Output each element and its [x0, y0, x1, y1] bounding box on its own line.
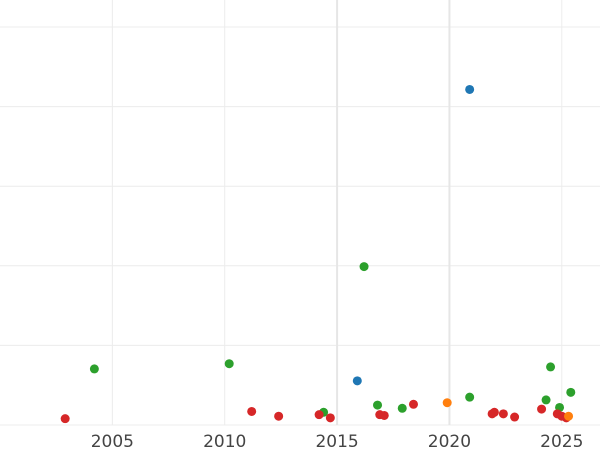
data-point: [537, 404, 547, 414]
data-point: [379, 410, 389, 420]
data-point: [60, 414, 70, 424]
data-point: [325, 413, 335, 423]
data-point: [274, 411, 284, 421]
data-point: [546, 362, 556, 372]
data-point: [89, 364, 99, 374]
x-tick-label: 2025: [540, 432, 583, 450]
data-point: [359, 262, 369, 272]
grid: [0, 0, 600, 426]
data-point: [566, 387, 576, 397]
data-point: [373, 400, 383, 410]
data-point: [510, 412, 520, 422]
data-point: [442, 398, 452, 408]
data-point: [247, 406, 257, 416]
data-point: [465, 84, 475, 94]
x-tick-label: 2010: [203, 432, 246, 450]
x-axis-ticks: 2005 2010 2015 2020 2025: [91, 432, 584, 450]
x-tick-label: 2015: [315, 432, 358, 450]
data-point: [397, 403, 407, 413]
x-tick-label: 2020: [428, 432, 471, 450]
data-point: [352, 376, 362, 386]
data-point: [498, 409, 508, 419]
data-point: [465, 392, 475, 402]
x-tick-label: 2005: [91, 432, 134, 450]
data-points: [60, 84, 576, 424]
data-point: [541, 395, 551, 405]
data-point: [408, 399, 418, 409]
data-point: [314, 410, 324, 420]
data-point: [224, 359, 234, 369]
data-point: [489, 407, 499, 417]
data-point: [564, 411, 574, 421]
